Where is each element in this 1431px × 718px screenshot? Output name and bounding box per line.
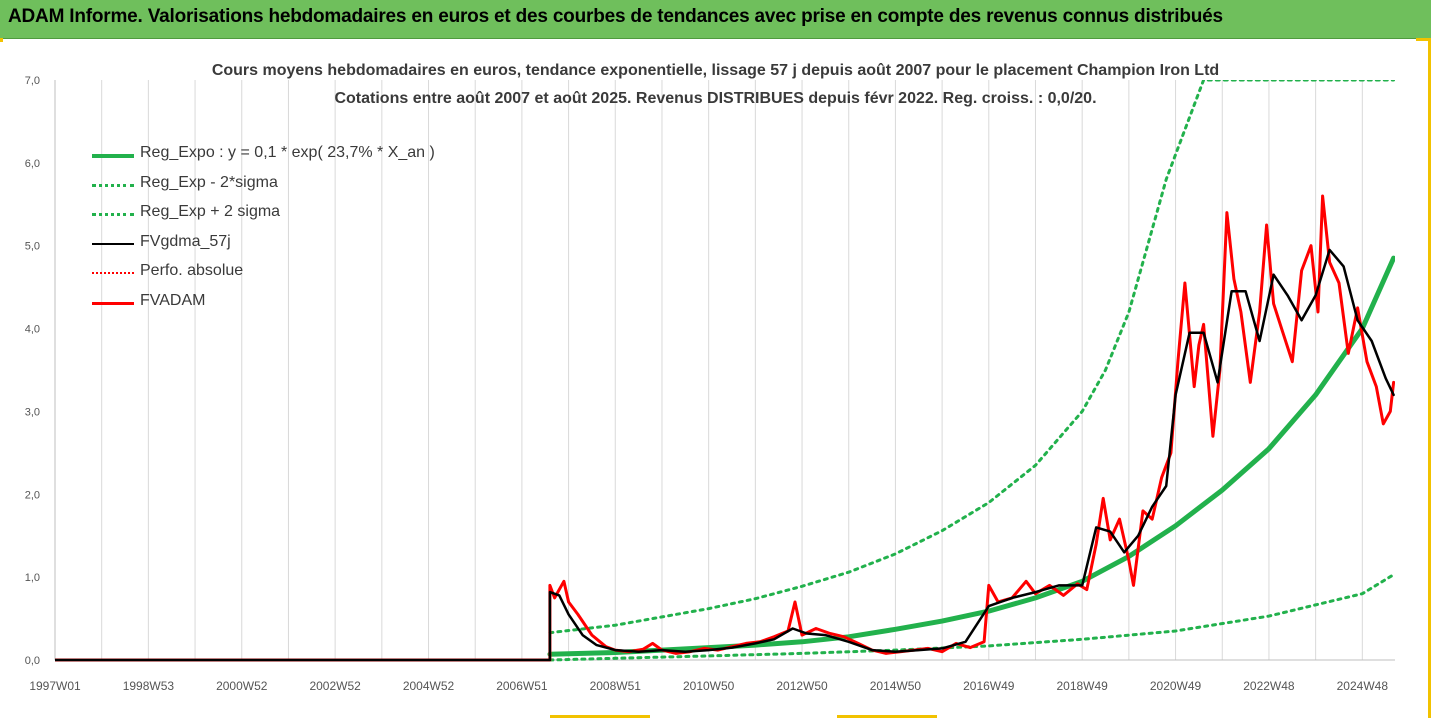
- legend-label: Perfo. absolue: [140, 262, 244, 279]
- legend-swatch: [92, 213, 134, 216]
- chart-area: 0,0 1,0 2,0 3,0 4,0 5,0 6,0 7,0 1997W01 1998W53 20…: [0, 40, 1431, 718]
- top-right-accent: [1416, 38, 1430, 41]
- x-tick-label: 2012W50: [776, 679, 828, 693]
- x-tick-label: 2002W52: [309, 679, 361, 693]
- x-tick-label: 2022W48: [1243, 679, 1295, 693]
- x-tick-label: 2004W52: [403, 679, 455, 693]
- x-tick-label: 2020W49: [1150, 679, 1202, 693]
- y-tick-label: 6,0: [25, 158, 40, 170]
- legend-label: Reg_Exp + 2 sigma: [140, 203, 281, 220]
- series-line-2: [548, 80, 1395, 635]
- x-tick-label: 2000W52: [216, 679, 268, 693]
- legend-label: Reg_Exp - 2*sigma: [140, 173, 278, 191]
- legend-swatch: [92, 242, 134, 245]
- y-tick-label: 2,0: [25, 489, 40, 501]
- bottom-accent-left: [550, 715, 650, 718]
- top-left-accent: [0, 38, 3, 42]
- x-tick-label: 2010W50: [683, 679, 735, 693]
- x-tick-label: 1998W53: [123, 679, 175, 693]
- y-tick-label: 1,0: [25, 572, 40, 584]
- chart-title: Cours moyens hebdomadaires en euros, ten…: [211, 62, 1220, 79]
- legend-swatch: [92, 183, 134, 187]
- x-tick-label: 2018W49: [1056, 679, 1108, 693]
- y-tick-label: 3,0: [25, 406, 40, 418]
- x-tick-label: 2014W50: [870, 679, 922, 693]
- x-tick-label: 2024W48: [1337, 679, 1389, 693]
- legend-label: Reg_Expo : y = 0,1 * exp( 23,7% * X_an ): [140, 144, 435, 161]
- series-line-1: [548, 573, 1395, 662]
- series-line-3: [55, 248, 1395, 662]
- x-tick-label: 1997W01: [29, 679, 81, 693]
- legend-swatch: [92, 154, 134, 158]
- report-title: ADAM Informe. Valorisations hebdomadaire…: [8, 6, 1223, 27]
- legend-label: FVADAM: [140, 291, 206, 309]
- chart-subtitle: Cotations entre août 2007 et août 2025. …: [334, 90, 1097, 107]
- legend-swatch: [92, 301, 134, 305]
- legend-label: FVgdma_57j: [140, 232, 231, 250]
- x-tick-label: 2016W49: [963, 679, 1015, 693]
- y-tick-label: 0,0: [25, 655, 40, 667]
- header-banner: ADAM Informe. Valorisations hebdomadaire…: [0, 0, 1431, 39]
- line-chart: 0,0 1,0 2,0 3,0 4,0 5,0 6,0 7,0 1997W01 1998W53 20…: [25, 75, 1395, 693]
- y-tick-label: 4,0: [25, 324, 40, 336]
- right-edge-accent: [1428, 38, 1431, 718]
- series-line-5: [55, 194, 1395, 662]
- x-tick-label: 2006W51: [496, 679, 548, 693]
- bottom-accent-right: [837, 715, 937, 718]
- y-tick-label: 5,0: [25, 241, 40, 253]
- x-tick-label: 2008W51: [590, 679, 642, 693]
- y-tick-label: 7,0: [25, 75, 40, 87]
- series-line-0: [547, 255, 1395, 657]
- legend-swatch: [92, 272, 134, 274]
